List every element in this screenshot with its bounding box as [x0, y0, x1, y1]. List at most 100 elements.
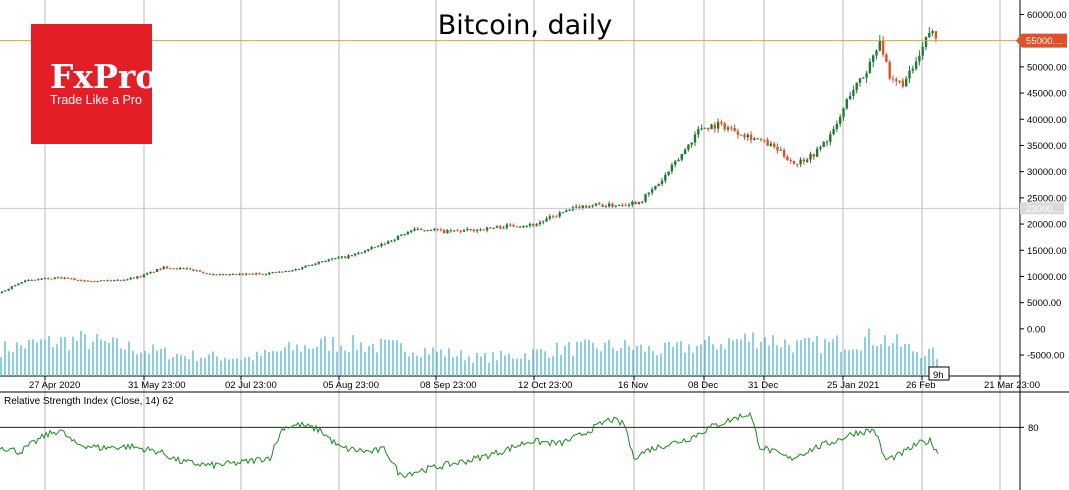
candle-up — [835, 123, 839, 129]
candle-up — [548, 216, 551, 219]
price-tick-label: -5000.00 — [1027, 351, 1065, 362]
candle-down — [740, 134, 743, 136]
candle-up — [779, 149, 782, 151]
candle-down — [258, 273, 261, 275]
candle-up — [218, 274, 221, 276]
candle-down — [66, 277, 70, 279]
candle-down — [175, 268, 179, 270]
candle-down — [423, 230, 426, 232]
candle-up — [575, 206, 578, 208]
candle-down — [532, 223, 535, 226]
candle-up — [142, 274, 146, 277]
candle-up — [311, 264, 314, 266]
candle-up — [37, 279, 40, 281]
candle-up — [390, 240, 393, 242]
chart-title: Bitcoin, daily — [438, 10, 612, 41]
candle-down — [159, 269, 162, 271]
time-tick-label: 12 Oct 23:00 — [518, 380, 572, 391]
candle-up — [350, 255, 353, 257]
candle-up — [23, 280, 27, 283]
candle-up — [799, 159, 802, 165]
candle-up — [416, 228, 419, 230]
candle-down — [60, 277, 63, 279]
candle-up — [644, 194, 647, 202]
candle-up — [872, 55, 875, 62]
candle-up — [126, 279, 129, 281]
candle-up — [769, 143, 773, 146]
candle-down — [139, 276, 142, 278]
candle-up — [294, 269, 297, 271]
candle-down — [895, 79, 898, 82]
candle-down — [426, 230, 429, 232]
candle-up — [314, 263, 317, 265]
candle-up — [327, 259, 330, 262]
time-tick-label: 31 Dec — [748, 380, 778, 391]
candle-up — [228, 274, 231, 276]
candle-up — [568, 210, 571, 212]
rsi-level-label: 80 — [1028, 423, 1039, 434]
candle-up — [231, 274, 235, 276]
candle-up — [14, 285, 17, 287]
candle-up — [396, 235, 400, 240]
candle-up — [667, 171, 670, 175]
candle-up — [677, 159, 680, 162]
candle-down — [782, 149, 786, 157]
rsi-label: Relative Strength Index (Close, 14) 62 — [4, 396, 174, 407]
candle-up — [680, 153, 683, 160]
candle-down — [93, 281, 96, 283]
candle-up — [928, 32, 931, 38]
price-tick-label: 30000.00 — [1027, 167, 1067, 178]
candle-up — [660, 180, 664, 185]
candle-up — [377, 245, 380, 248]
candle-down — [812, 154, 815, 157]
candle-up — [317, 261, 320, 264]
timeframe-badge-box — [928, 366, 950, 381]
candle-down — [515, 226, 518, 228]
price-tick-label: 45000.00 — [1027, 89, 1067, 100]
price-tick-label: 60000.00 — [1027, 10, 1067, 21]
candle-up — [878, 40, 881, 51]
candle-up — [245, 273, 248, 275]
candle-up — [367, 249, 370, 251]
candle-up — [627, 204, 631, 206]
candle-down — [103, 280, 106, 282]
candle-up — [452, 230, 456, 232]
candle-down — [598, 203, 601, 205]
candle-down — [281, 271, 284, 273]
candle-up — [7, 288, 10, 291]
candle-up — [746, 134, 749, 138]
price-axis: 60000.0055000.0050000.0045000.0040000.00… — [1020, 10, 1067, 362]
time-tick-label: 21 Mar 23:00 — [984, 380, 1040, 391]
candle-up — [505, 224, 509, 228]
candle-up — [654, 186, 657, 190]
current-price-tag-shape — [1016, 33, 1067, 48]
candle-down — [443, 229, 446, 234]
candle-up — [330, 258, 334, 260]
candle-down — [786, 156, 789, 161]
candle-up — [212, 274, 215, 276]
candle-down — [225, 274, 228, 276]
candle-up — [113, 280, 116, 282]
candle-down — [274, 272, 278, 274]
candle-up — [591, 205, 594, 207]
candle-up — [0, 291, 4, 294]
candle-down — [287, 271, 291, 273]
candle-up — [518, 226, 522, 228]
candle-down — [763, 139, 766, 141]
candle-up — [756, 138, 759, 140]
candle-up — [155, 269, 159, 272]
rsi-line — [0, 411, 939, 478]
candle-up — [297, 268, 301, 270]
candle-up — [561, 212, 565, 214]
price-tick-label: 0.00 — [1027, 324, 1046, 335]
candle-up — [631, 201, 634, 205]
candle-up — [542, 221, 545, 223]
candle-up — [320, 261, 324, 263]
candle-up — [832, 128, 835, 135]
candle-up — [538, 222, 542, 225]
candle-up — [809, 154, 812, 160]
candle-up — [545, 218, 548, 222]
candle-down — [773, 143, 776, 147]
candle-up — [53, 277, 56, 279]
